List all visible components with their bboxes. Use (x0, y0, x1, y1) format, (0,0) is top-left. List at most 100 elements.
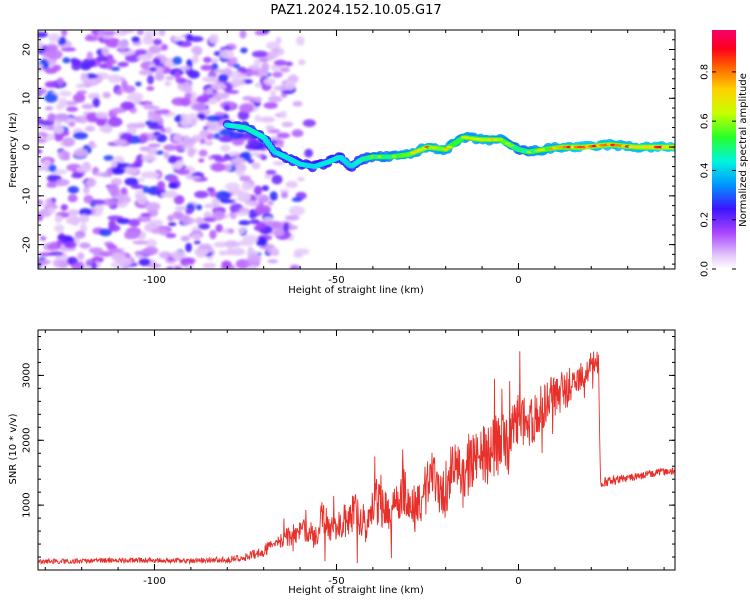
spectrogram-ridge-peak (500, 140, 507, 143)
spectrogram-noise-blob (144, 202, 161, 212)
spectrogram-noise-blob (264, 173, 271, 179)
spectrogram-ridge-peak (446, 145, 453, 149)
colorbar-cell (712, 203, 736, 206)
spectrogram-noise-blob (95, 111, 109, 119)
spectrogram-noise-blob (284, 215, 300, 221)
spectrogram-noise-blob (233, 211, 250, 216)
spectrogram-noise-blob (172, 211, 184, 219)
spectrogram-noise-blob (175, 144, 184, 151)
colorbar-cell (712, 157, 736, 161)
spectrogram-noise-blob (112, 107, 125, 114)
spectrogram-noise-blob (206, 126, 222, 132)
spectrogram-noise-blob (205, 88, 214, 95)
spectrogram-noise-blob (71, 172, 83, 179)
snr-y-tick-label: 3000 (22, 363, 33, 388)
spectrogram-noise-blob (48, 33, 60, 43)
spectrogram-noise-blob (91, 256, 104, 263)
spectrogram-noise-blob (254, 58, 261, 67)
colorbar-cell (712, 213, 736, 216)
spectrogram-noise-blob (94, 203, 104, 213)
spectrogram-noise-blob (54, 260, 69, 269)
colorbar-cell (712, 175, 736, 178)
spectrogram-noise-blob (269, 191, 278, 202)
spectrogram-noise-blob (212, 210, 225, 221)
colorbar-cell (712, 67, 736, 71)
colorbar-cell (712, 243, 736, 246)
spectrogram-noise-blob (173, 195, 185, 205)
spectrogram-noise-blob (65, 216, 78, 225)
colorbar-cell (712, 35, 736, 39)
spectrogram-noise-blob (40, 236, 47, 241)
spectrogram-noise-blob (83, 194, 94, 204)
spectrogram-noise-blob (210, 162, 226, 172)
spectrogram-noise-blob (180, 118, 192, 128)
spectrogram-noise-blob (107, 183, 120, 194)
spectrogram-noise-blob (130, 184, 145, 190)
spectrogram-noise-blob (208, 33, 219, 44)
colorbar-cell (712, 87, 736, 91)
snr-x-axis: -100 -50 0 (44, 330, 665, 587)
spectrogram-noise-blob (80, 72, 89, 82)
spectrogram-noise-blob (145, 238, 157, 248)
spectrogram-noise-blob (174, 206, 189, 211)
spectrogram-noise-blob (265, 125, 275, 131)
spectrogram-noise-blob (239, 30, 247, 39)
spectrogram-noise-blob (109, 167, 126, 175)
spectrogram-noise-blob (44, 93, 58, 103)
colorbar-cell (712, 45, 736, 49)
colorbar-cell (712, 91, 736, 95)
spectrogram-noise-blob (163, 144, 178, 151)
spectrogram-noise-blob (154, 72, 165, 81)
spectrogram-noise-blob (203, 203, 217, 209)
spectrogram-noise-blob (80, 215, 88, 223)
spectrogram-noise-blob (147, 143, 161, 148)
spectrogram-noise-blob (204, 140, 214, 146)
spectrogram-noise-blob (134, 49, 148, 56)
colorbar-cell (712, 30, 736, 33)
spectrogram-noise-blob (254, 82, 263, 88)
spectrogram-ridge-peak (457, 138, 464, 141)
spectrogram-noise-blob (205, 120, 217, 128)
spectrogram-noise-blob (159, 30, 166, 37)
spectrogram-noise-blob (142, 185, 150, 194)
spectrogram-noise-blob (83, 185, 90, 195)
snr-y-tick-label: 1000 (22, 492, 33, 517)
colorbar-cell (712, 59, 736, 63)
colorbar-cell (712, 129, 736, 133)
spectrogram-noise-blob (215, 190, 231, 201)
colorbar-cell (712, 225, 736, 228)
spectrogram-noise-blob (53, 125, 64, 135)
spectrogram-noise-blob (191, 102, 207, 111)
spectrogram-ridge-peak (504, 142, 511, 145)
spectrogram-ridge-peak (497, 138, 504, 141)
spectrogram-noise-blob (165, 76, 175, 80)
colorbar-cell (712, 155, 736, 159)
spectrogram-noise-blob (141, 247, 158, 256)
spectrogram-noise-blob (116, 218, 131, 225)
spectrogram-noise-blob (92, 97, 100, 108)
colorbar-cell (712, 99, 736, 103)
colorbar-cell (712, 197, 736, 200)
spectrogram-noise-blob (230, 78, 246, 87)
colorbar-cell (712, 237, 736, 240)
spectrogram-y-tick-label: 20 (22, 43, 33, 56)
colorbar-cell (712, 41, 736, 45)
spectrogram-noise-blob (279, 110, 287, 119)
spectrogram-noise-blob (242, 151, 252, 161)
spectrogram-noise-blob (221, 260, 232, 269)
spectrogram-noise-blob (152, 57, 161, 66)
spectrogram-noise-blob (236, 73, 247, 79)
spectrogram-noise-blob (233, 63, 241, 69)
colorbar-cell (712, 219, 736, 222)
spectrogram-noise-blob (47, 113, 56, 123)
spectrogram-noise-blob (70, 57, 79, 64)
spectrogram-noise-blob (101, 198, 118, 206)
colorbar-cell (712, 183, 736, 186)
spectrogram-noise-blob (143, 171, 160, 179)
snr-y-axis: 1000 2000 3000 (22, 335, 675, 571)
colorbar-cell (712, 47, 736, 51)
spectrogram-noise-blob (176, 168, 190, 176)
colorbar-cell (712, 229, 736, 232)
spectrogram-noise-blob (62, 137, 76, 147)
spectrogram-noise-blob (86, 51, 94, 60)
